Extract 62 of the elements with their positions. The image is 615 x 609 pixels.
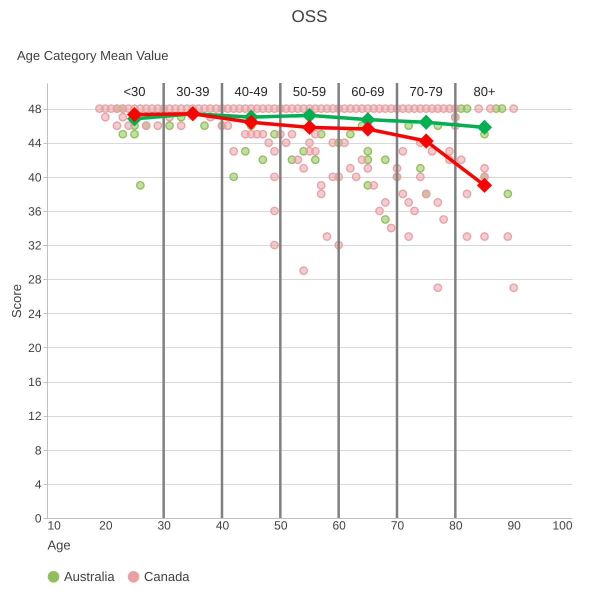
y-tick-label: 28: [28, 272, 42, 287]
point: [418, 133, 434, 149]
annotation: 40-49: [234, 84, 268, 99]
annotation: 50-59: [292, 84, 326, 99]
annotation: 70-79: [410, 84, 443, 99]
annotation: 30-39: [176, 84, 210, 99]
point: [462, 104, 472, 113]
point: [476, 178, 492, 193]
point: [136, 181, 145, 190]
x-tick-label: 50: [274, 518, 288, 532]
x-axis-title: Age: [48, 538, 71, 552]
x-tick-label: 80: [449, 518, 463, 532]
point: [363, 146, 372, 156]
legend-label: Australia: [64, 568, 116, 584]
y-tick-label: 20: [28, 340, 42, 355]
point: [130, 130, 139, 139]
point: [229, 172, 238, 182]
point: [126, 106, 142, 122]
y-tick-label: 16: [28, 375, 42, 390]
text: Age Category Mean Value: [17, 48, 169, 63]
x-tick-label: 20: [99, 518, 113, 532]
y-tick-label: 4: [34, 477, 42, 492]
y-tick-label: 12: [28, 409, 42, 424]
y-tick-label: 32: [28, 238, 42, 253]
chart-title: OSS: [292, 7, 328, 26]
x-tick-label: 100: [552, 518, 573, 532]
y-tick-label: 44: [28, 136, 42, 150]
x-tick-label: 10: [48, 518, 62, 532]
x-tick-label: 60: [332, 518, 346, 532]
point: [244, 114, 259, 130]
point: [302, 108, 318, 123]
point: [360, 121, 376, 137]
point: [310, 155, 320, 164]
annotation: <30: [123, 84, 146, 99]
y-axis-title: Score: [9, 284, 24, 318]
x-tick-label: 70: [390, 518, 404, 532]
point: [418, 114, 434, 130]
x-tick-label: 90: [507, 518, 522, 532]
x-tick-label: 30: [157, 518, 172, 532]
annotation: 80+: [473, 84, 496, 99]
x-tick-label: 40: [216, 518, 230, 532]
point: [416, 164, 425, 173]
y-tick-label: 8: [34, 443, 42, 458]
y-tick-label: 48: [28, 102, 42, 116]
annotation: 60-69: [351, 84, 384, 99]
point: [165, 121, 174, 130]
point: [503, 190, 512, 198]
point: [498, 104, 506, 113]
point: [240, 146, 250, 156]
y-tick-label: 0: [34, 512, 42, 526]
point: [346, 130, 355, 139]
point: [258, 155, 268, 164]
y-tick-label: 24: [28, 306, 42, 321]
point: [476, 120, 492, 135]
point: [200, 121, 209, 130]
point: [380, 215, 390, 224]
point: [380, 155, 390, 164]
point: [118, 130, 128, 139]
y-tick-label: 40: [28, 170, 42, 184]
y-tick-label: 36: [28, 204, 42, 218]
point: [302, 120, 318, 135]
legend-label: Canada: [144, 568, 190, 584]
